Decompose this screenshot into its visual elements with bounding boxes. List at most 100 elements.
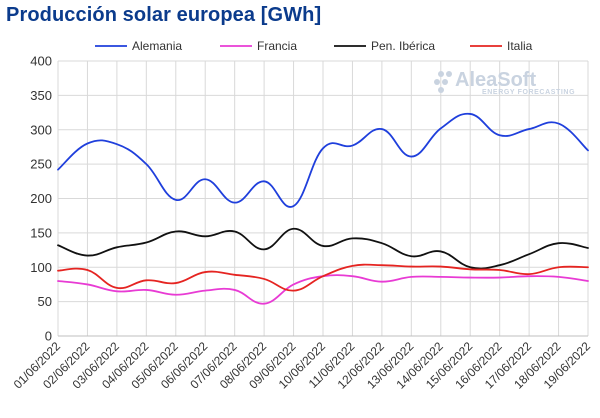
data-point-pen-ib-rica [351, 237, 353, 239]
data-point-francia [292, 283, 294, 285]
data-point-pen-ib-rica [263, 248, 265, 250]
data-point-italia [204, 271, 206, 273]
data-point-italia [263, 278, 265, 280]
data-point-francia [557, 276, 559, 278]
data-point-francia [410, 276, 412, 278]
data-point-alemania [57, 168, 59, 170]
data-point-francia [57, 280, 59, 282]
data-point-francia [175, 294, 177, 296]
data-point-pen-ib-rica [204, 235, 206, 237]
legend-label-francia: Francia [257, 39, 297, 53]
data-point-italia [440, 265, 442, 267]
data-point-pen-ib-rica [322, 245, 324, 247]
data-point-alemania [351, 144, 353, 146]
data-point-alemania [292, 205, 294, 207]
y-tick-label: 50 [38, 294, 52, 309]
data-point-pen-ib-rica [233, 230, 235, 232]
data-point-italia [469, 268, 471, 270]
data-point-alemania [587, 149, 589, 151]
y-tick-label: 200 [30, 191, 52, 206]
data-point-alemania [498, 134, 500, 136]
data-point-francia [204, 289, 206, 291]
data-point-alemania [204, 178, 206, 180]
data-point-francia [86, 283, 88, 285]
series-lines [57, 112, 589, 305]
series-line-italia [57, 263, 589, 292]
data-point-italia [322, 275, 324, 277]
data-point-alemania [469, 113, 471, 115]
data-point-francia [528, 275, 530, 277]
data-point-francia [381, 280, 383, 282]
data-point-pen-ib-rica [86, 254, 88, 256]
data-point-pen-ib-rica [528, 253, 530, 255]
data-point-italia [557, 266, 559, 268]
data-point-pen-ib-rica [410, 255, 412, 257]
data-point-pen-ib-rica [116, 246, 118, 248]
data-point-italia [292, 289, 294, 291]
data-point-pen-ib-rica [57, 244, 59, 246]
data-point-francia [440, 276, 442, 278]
data-point-francia [116, 290, 118, 292]
data-point-italia [145, 279, 147, 281]
axes: 05010015020025030035040001/06/202202/06/… [11, 54, 594, 392]
data-point-italia [57, 269, 59, 271]
data-point-alemania [263, 180, 265, 182]
data-point-alemania [528, 128, 530, 130]
data-point-italia [86, 269, 88, 271]
data-point-pen-ib-rica [440, 250, 442, 252]
data-point-francia [469, 276, 471, 278]
data-point-francia [351, 275, 353, 277]
series-line-alemania [57, 112, 589, 208]
data-point-pen-ib-rica [469, 266, 471, 268]
data-point-italia [410, 265, 412, 267]
data-point-francia [233, 289, 235, 291]
watermark-brand: AleaSoft [455, 69, 536, 91]
data-point-alemania [175, 199, 177, 201]
y-tick-label: 350 [30, 88, 52, 103]
y-tick-label: 300 [30, 122, 52, 137]
data-point-pen-ib-rica [145, 241, 147, 243]
legend-label-alemania: Alemania [132, 39, 182, 53]
y-tick-label: 400 [30, 54, 52, 69]
y-tick-label: 0 [45, 329, 52, 344]
data-point-pen-ib-rica [498, 264, 500, 266]
data-point-alemania [86, 142, 88, 144]
data-point-alemania [116, 143, 118, 145]
data-point-italia [528, 273, 530, 275]
data-point-alemania [233, 201, 235, 203]
data-point-italia [351, 265, 353, 267]
aleasoft-watermark: AleaSoft ENERGY FORECASTING [434, 69, 575, 96]
y-tick-label: 250 [30, 157, 52, 172]
data-point-alemania [557, 122, 559, 124]
data-point-italia [175, 282, 177, 284]
data-point-italia [381, 264, 383, 266]
data-point-italia [116, 287, 118, 289]
data-point-pen-ib-rica [381, 242, 383, 244]
data-point-francia [145, 289, 147, 291]
data-point-pen-ib-rica [557, 242, 559, 244]
data-point-francia [263, 302, 265, 304]
y-tick-label: 100 [30, 260, 52, 275]
data-point-pen-ib-rica [587, 247, 589, 249]
legend-label-pen-ib-rica: Pen. Ibérica [371, 39, 435, 53]
chart-title: Producción solar europea [GWh] [6, 4, 322, 26]
legend: Alemania Francia Pen. Ibérica Italia [95, 39, 533, 53]
data-point-alemania [440, 127, 442, 129]
data-point-alemania [381, 128, 383, 130]
grid-lines [57, 60, 589, 337]
data-point-francia [498, 276, 500, 278]
watermark-tagline: ENERGY FORECASTING [482, 89, 575, 96]
y-tick-label: 150 [30, 225, 52, 240]
data-point-alemania [410, 155, 412, 157]
data-point-alemania [322, 147, 324, 149]
data-point-pen-ib-rica [175, 230, 177, 232]
data-point-pen-ib-rica [292, 228, 294, 230]
legend-label-italia: Italia [507, 39, 533, 53]
data-point-italia [587, 266, 589, 268]
data-point-alemania [145, 163, 147, 165]
data-point-italia [498, 269, 500, 271]
aleasoft-logo-icon [434, 71, 452, 93]
data-point-francia [587, 280, 589, 282]
data-point-italia [233, 274, 235, 276]
